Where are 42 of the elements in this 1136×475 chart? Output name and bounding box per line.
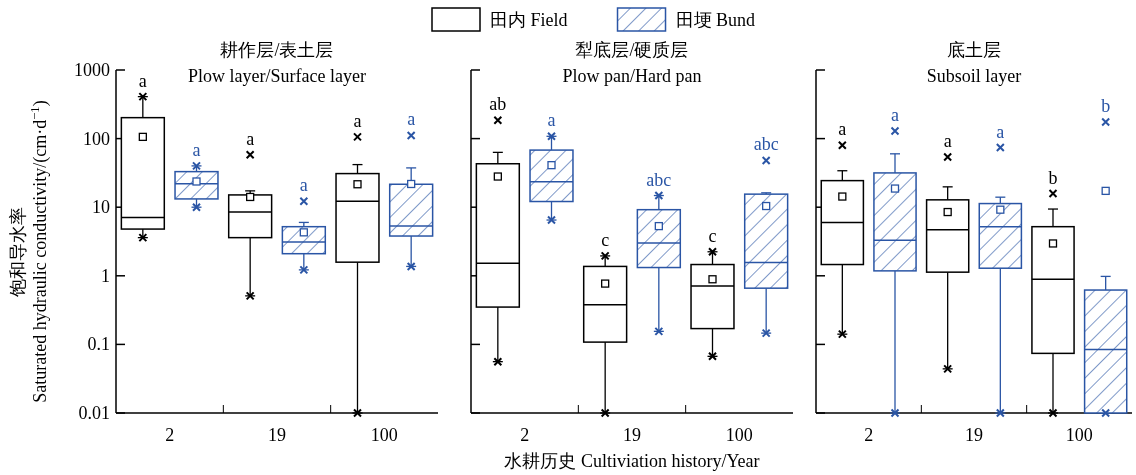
chart-title: 耕作层/表土层 — [220, 40, 334, 60]
annotation: a — [891, 105, 899, 126]
x-tick-label: 19 — [965, 425, 983, 445]
annotation: a — [996, 121, 1005, 142]
annotation: a — [407, 109, 416, 130]
annotation: abc — [753, 134, 779, 155]
y-tick-label: 1 — [101, 265, 110, 286]
annotation: a — [353, 110, 362, 131]
chart-title: 犁底层/硬质层 — [575, 40, 689, 60]
annotation: c — [708, 225, 717, 246]
annotation: b — [1101, 95, 1111, 116]
annotation: a — [192, 139, 201, 160]
x-tick-label: 2 — [165, 425, 175, 445]
x-tick-label: 100 — [370, 425, 398, 445]
x-tick-label: 19 — [268, 425, 286, 445]
legend-label: 田埂 Bund — [675, 10, 756, 30]
x-tick-label: 2 — [864, 425, 874, 445]
annotation: c — [601, 229, 610, 250]
annotation: a — [246, 128, 255, 149]
annotation: a — [943, 130, 952, 151]
x-axis-title: 水耕历史 Cultiviation history/Year — [504, 451, 760, 471]
annotation: a — [838, 119, 847, 140]
legend-label: 田内 Field — [490, 10, 568, 30]
chart-title: 底土层 — [947, 40, 1001, 60]
annotation: b — [1048, 167, 1058, 188]
y-tick-label: 10 — [92, 197, 110, 218]
annotation: abc — [646, 169, 672, 190]
chart-subtitle: Subsoil layer — [926, 66, 1022, 86]
chart-subtitle: Plow layer/Surface layer — [188, 66, 366, 86]
x-tick-label: 100 — [725, 425, 753, 445]
y-tick-label: 0.1 — [87, 334, 110, 355]
annotation: a — [138, 70, 147, 91]
y-tick-label: 0.01 — [78, 403, 110, 423]
annotation: a — [299, 175, 308, 196]
y-tick-label: 100 — [83, 128, 110, 149]
x-tick-label: 19 — [623, 425, 641, 445]
y-tick-label: 1000 — [74, 60, 110, 80]
annotation: a — [547, 110, 556, 131]
chart-subtitle: Plow pan/Hard pan — [562, 66, 702, 86]
x-tick-label: 2 — [520, 425, 530, 445]
annotation: ab — [489, 94, 507, 115]
x-tick-label: 100 — [1065, 425, 1093, 445]
